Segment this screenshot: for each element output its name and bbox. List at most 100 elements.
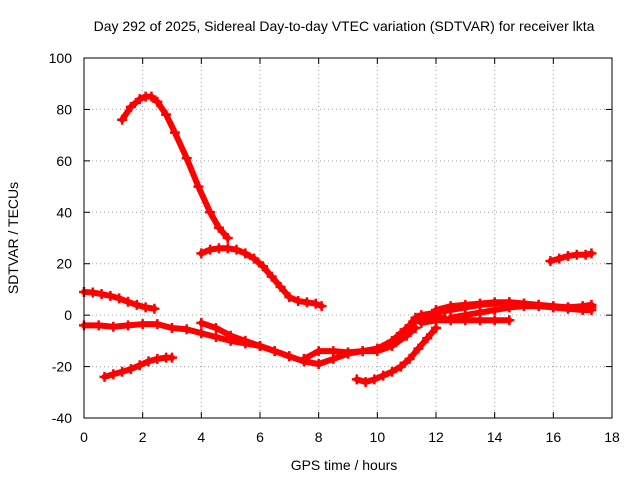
data-point xyxy=(93,320,104,331)
data-point xyxy=(586,248,597,259)
data-point xyxy=(404,353,415,364)
data-point xyxy=(586,299,597,310)
y-tick-label: 40 xyxy=(56,204,72,220)
ticks: 0 2 4 6 8 10 12 14 16 18 -40 -20 0 20 40 60 80 100 xyxy=(49,50,620,445)
data-point xyxy=(413,343,424,354)
data-point xyxy=(351,374,362,385)
x-tick-label: 10 xyxy=(370,429,386,445)
series-arc-7 xyxy=(99,352,177,382)
data-point xyxy=(410,323,421,333)
data-point xyxy=(117,366,128,377)
data-point xyxy=(369,374,380,385)
data-point xyxy=(445,312,456,323)
data-point xyxy=(123,320,133,331)
y-tick-label: -40 xyxy=(52,410,72,426)
y-axis-label: SDTVAR / TECUs xyxy=(5,182,21,294)
y-tick-label: 20 xyxy=(56,256,72,272)
x-tick-label: 0 xyxy=(80,429,88,445)
data-point xyxy=(213,243,224,254)
data-point xyxy=(167,323,177,333)
data-point xyxy=(343,347,353,358)
data-point xyxy=(105,290,116,301)
data-point xyxy=(117,114,128,125)
data-point xyxy=(416,310,427,321)
series-trace xyxy=(353,325,439,385)
data-point xyxy=(378,370,389,381)
data-point xyxy=(134,360,145,371)
data-point xyxy=(140,302,151,313)
data-point xyxy=(293,296,304,306)
y-tick-label: 0 xyxy=(64,307,72,323)
data-point xyxy=(554,253,565,264)
data-point xyxy=(146,91,157,102)
data-point xyxy=(114,293,125,304)
y-tick-label: 60 xyxy=(56,153,72,169)
data-point xyxy=(422,333,433,344)
data-point xyxy=(504,302,515,313)
data-point xyxy=(134,94,145,105)
data-point xyxy=(131,299,142,310)
data-point xyxy=(571,249,582,260)
series-arc-10 xyxy=(416,315,515,328)
data-point xyxy=(445,301,456,312)
data-point xyxy=(275,281,286,292)
x-tick-label: 8 xyxy=(315,429,323,445)
data-point xyxy=(96,289,107,300)
data-point xyxy=(169,127,180,138)
data-point xyxy=(137,319,148,330)
x-tick-label: 14 xyxy=(487,429,503,445)
data-point xyxy=(240,335,251,346)
data-point xyxy=(563,302,573,313)
data-point xyxy=(577,301,588,312)
data-point xyxy=(196,317,207,328)
data-point xyxy=(269,346,280,357)
data-point xyxy=(316,301,327,312)
x-tick-label: 16 xyxy=(546,429,562,445)
x-tick-label: 6 xyxy=(256,429,264,445)
data-point xyxy=(519,301,529,312)
data-point xyxy=(580,249,591,260)
series-trace xyxy=(198,319,419,367)
data-point xyxy=(211,323,221,333)
data-point xyxy=(205,207,216,218)
data-point xyxy=(404,320,415,331)
data-point xyxy=(181,153,192,164)
data-point xyxy=(257,261,268,272)
y-tick-label: 100 xyxy=(49,50,73,66)
data-point xyxy=(395,361,406,372)
plot-frame xyxy=(83,57,613,419)
series-arc-1 xyxy=(117,91,233,243)
data-point xyxy=(108,321,119,332)
data-point xyxy=(222,243,233,254)
data-point xyxy=(357,346,368,357)
data-point xyxy=(193,181,204,192)
data-point xyxy=(240,248,251,259)
data-point xyxy=(99,371,110,382)
series-arc-14 xyxy=(545,248,597,267)
chart-title: Day 292 of 2025, Sidereal Day-to-day VTE… xyxy=(94,18,595,34)
data-point xyxy=(313,346,324,357)
data-point xyxy=(313,359,324,369)
data-point xyxy=(545,256,556,267)
data-point xyxy=(548,302,559,313)
data-point xyxy=(460,310,471,321)
data-point xyxy=(108,369,119,380)
series-arc-8 xyxy=(351,323,441,387)
data-point xyxy=(395,330,406,341)
data-point xyxy=(387,366,397,377)
data-point xyxy=(387,338,397,349)
data-point xyxy=(231,244,242,255)
y-tick-label: -20 xyxy=(52,359,72,375)
data-point xyxy=(167,352,177,363)
grid xyxy=(84,58,612,418)
data-point xyxy=(504,315,515,326)
data-point xyxy=(225,330,236,341)
data-point xyxy=(255,341,265,351)
data-point xyxy=(249,253,260,264)
series-layer xyxy=(79,91,597,387)
data-point xyxy=(563,251,573,261)
data-point xyxy=(196,248,207,259)
data-point xyxy=(152,96,163,107)
